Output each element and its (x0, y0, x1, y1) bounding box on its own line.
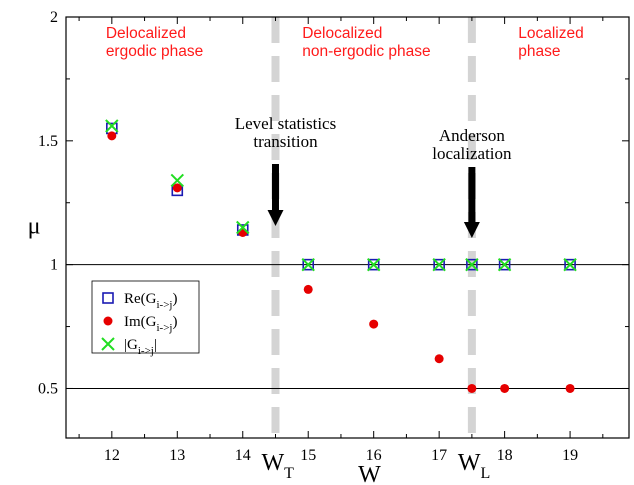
point-square (498, 258, 511, 271)
transition-label-sub-1: L (481, 465, 491, 482)
x-tick-label: 16 (366, 447, 382, 464)
phase-label-0: Delocalized (106, 25, 186, 42)
y-tick-label: 0.5 (38, 380, 58, 397)
point-square (433, 258, 445, 271)
point-x (432, 257, 446, 272)
legend-marker-square (102, 292, 114, 304)
point-x (170, 173, 184, 188)
phase-label-1: non-ergodic phase (302, 43, 430, 60)
phase-label-0: ergodic phase (106, 43, 203, 60)
point-circle (565, 383, 575, 393)
point-circle (467, 383, 477, 393)
y-axis-label: μ (28, 214, 41, 240)
x-tick-label: 14 (235, 447, 251, 464)
legend-label-sub: i->j (138, 345, 154, 357)
x-axis-label: W (358, 462, 381, 485)
reference-lines (66, 264, 629, 389)
data-points (105, 119, 577, 393)
point-circle (172, 183, 182, 193)
y-tick-label: 1.5 (38, 133, 58, 150)
legend-marker-circle (103, 316, 113, 326)
point-square (564, 258, 576, 271)
point-x (465, 257, 479, 272)
point-circle (500, 383, 510, 393)
annotation-text-1: Anderson (439, 126, 506, 145)
point-circle (369, 319, 379, 329)
y-tick-label: 2 (50, 9, 58, 26)
legend-label-close: | (154, 337, 157, 353)
plot-frame (65, 16, 630, 439)
phase-label-2: Localized (518, 25, 584, 42)
phase-label-2: phase (518, 43, 560, 60)
axis-ticks: 12 13 14 15 16 17 18 19 0.5 1 1.5 2 (38, 9, 629, 464)
y-tick-label: 1 (50, 257, 58, 274)
x-tick-label: 18 (497, 447, 513, 464)
x-tick-label: 15 (300, 447, 316, 464)
x-tick-label: 13 (169, 447, 185, 464)
point-square (367, 258, 380, 271)
legend-marker-x (101, 337, 115, 351)
legend-label-sub: i->j (157, 299, 173, 311)
point-circle (303, 284, 313, 294)
point-x (563, 257, 577, 272)
legend-label-close: ) (172, 314, 177, 330)
point-circle (107, 131, 117, 141)
legend-label-close: ) (172, 291, 177, 307)
transition-label-1: WL (458, 450, 490, 482)
phase-label-1: Delocalized (302, 25, 382, 42)
annotation-text-1: localization (432, 144, 512, 163)
point-x (105, 119, 119, 133)
transition-label-0: WT (261, 450, 294, 482)
point-x (497, 257, 512, 272)
annotation-text-0: Level statistics (235, 114, 337, 133)
legend-label-sub: i->j (157, 322, 173, 334)
annotation-text-0: transition (253, 132, 318, 151)
transition-lines (271, 17, 476, 438)
point-circle (434, 354, 444, 364)
point-square (466, 258, 478, 271)
point-square (302, 258, 315, 271)
legend: Re(Gi->j)Im(Gi->j)|Gi->j| (91, 280, 200, 357)
point-x (301, 257, 315, 272)
x-tick-label: 12 (104, 447, 120, 464)
annotation-arrow-head-0 (267, 210, 284, 226)
x-tick-label: 19 (562, 447, 578, 464)
point-x (366, 257, 381, 272)
annotation-arrow-head-1 (463, 222, 480, 238)
point-x (236, 220, 250, 235)
transition-label-sub-0: T (284, 465, 294, 482)
x-tick-label: 17 (431, 447, 447, 464)
